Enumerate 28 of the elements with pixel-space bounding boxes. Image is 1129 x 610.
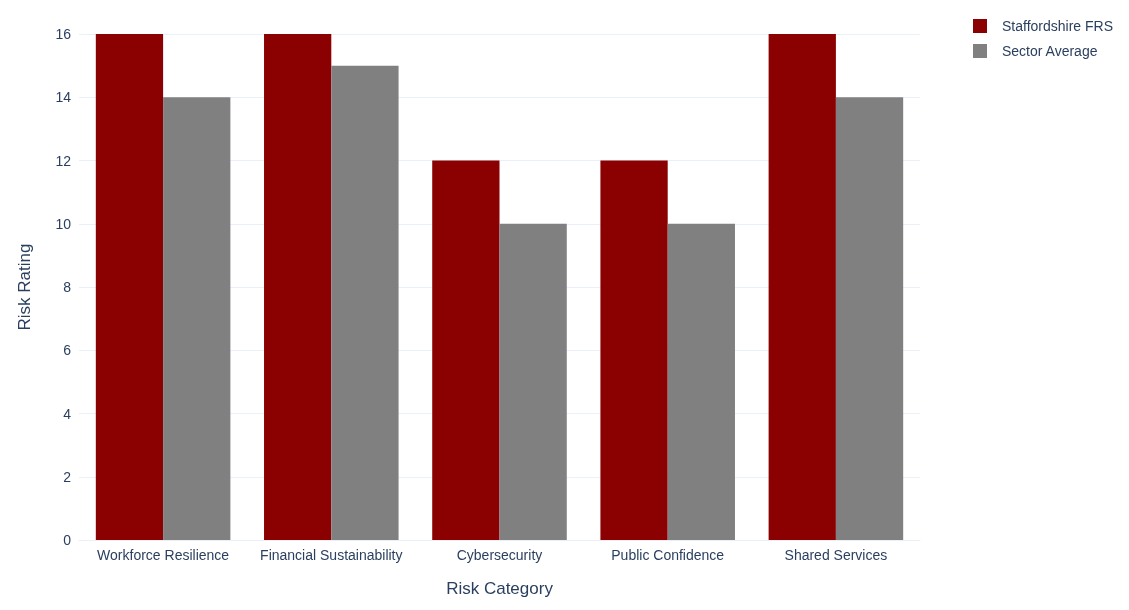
bar (163, 97, 231, 540)
x-tick-label: Cybersecurity (456, 547, 543, 563)
x-tick-label: Workforce Resilience (97, 547, 230, 563)
bar (264, 34, 332, 540)
y-tick-label: 8 (63, 279, 72, 295)
bar (499, 223, 567, 540)
y-tick-label: 0 (63, 532, 72, 548)
y-tick-label: 2 (63, 468, 72, 485)
bar (600, 160, 668, 540)
bar (768, 34, 836, 540)
y-tick-label: 4 (63, 405, 72, 422)
y-tick-label: 14 (55, 89, 72, 106)
x-tick-label: Financial Sustainability (260, 547, 403, 563)
y-tick-label: 6 (63, 342, 72, 359)
y-tick-label: 16 (55, 26, 72, 42)
y-axis-title: Risk Rating (15, 243, 34, 331)
bar (835, 97, 904, 540)
bar (95, 34, 164, 540)
x-tick-label: Shared Services (784, 547, 888, 563)
bar (667, 223, 735, 540)
legend-label: Sector Average (1002, 43, 1098, 59)
y-tick-label: 10 (55, 215, 72, 232)
x-axis-title: Risk Category (446, 579, 554, 598)
bar (432, 160, 500, 540)
bar (331, 65, 399, 540)
x-tick-label: Public Confidence (611, 547, 725, 563)
y-tick-label: 12 (55, 152, 72, 169)
legend-label: Staffordshire FRS (1002, 18, 1114, 34)
